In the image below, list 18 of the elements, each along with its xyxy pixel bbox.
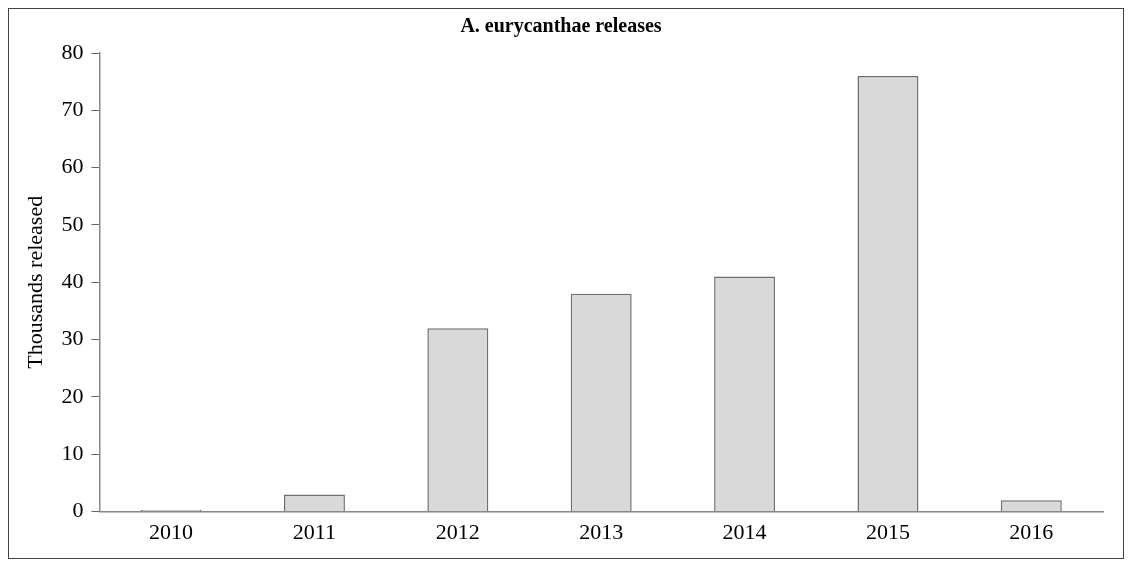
x-tick-label: 2014: [722, 518, 767, 544]
y-tick-label: 40: [61, 268, 84, 294]
y-tick-label: 20: [61, 382, 84, 408]
y-tick-label: 50: [61, 210, 84, 236]
y-axis-title: Thousands released: [21, 195, 47, 369]
y-tick-label: 60: [61, 153, 84, 179]
x-tick-label: 2013: [579, 518, 624, 544]
y-tick-label: 70: [61, 96, 84, 122]
x-tick-label: 2011: [292, 518, 337, 544]
y-tick-label: 10: [61, 440, 84, 466]
x-tick-label: 2015: [865, 518, 910, 544]
x-tick-label: 2012: [435, 518, 480, 544]
y-tick-label: 80: [61, 38, 84, 64]
x-tick-label: 2010: [149, 518, 194, 544]
y-tick-label: 30: [61, 325, 84, 351]
chart-title: A. eurycanthae releases: [460, 14, 662, 38]
y-tick-label: 0: [72, 497, 84, 523]
x-tick-label: 2016: [1009, 518, 1054, 544]
